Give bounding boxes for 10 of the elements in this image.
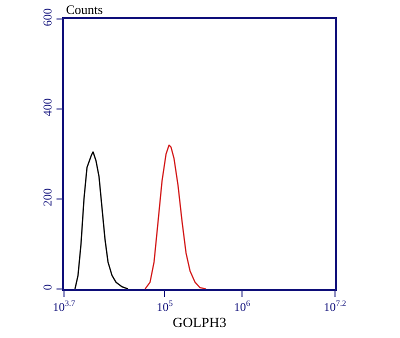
y-tick-label: 600: [40, 8, 54, 26]
y-tick-label: 200: [40, 188, 54, 206]
y-tick-label: 400: [40, 98, 54, 116]
x-tick-label: 10$^{6}$: [234, 299, 250, 314]
x-tick-label: 10$^{7.2}$: [324, 299, 346, 314]
y-tick-label: 0: [40, 284, 54, 290]
x-axis-title: GOLPH3: [172, 316, 226, 331]
x-tick-label: 10$^{5}$: [156, 299, 173, 314]
y-axis-title: Counts: [66, 2, 103, 17]
x-tick-label: 10$^{3.7}$: [52, 299, 76, 314]
